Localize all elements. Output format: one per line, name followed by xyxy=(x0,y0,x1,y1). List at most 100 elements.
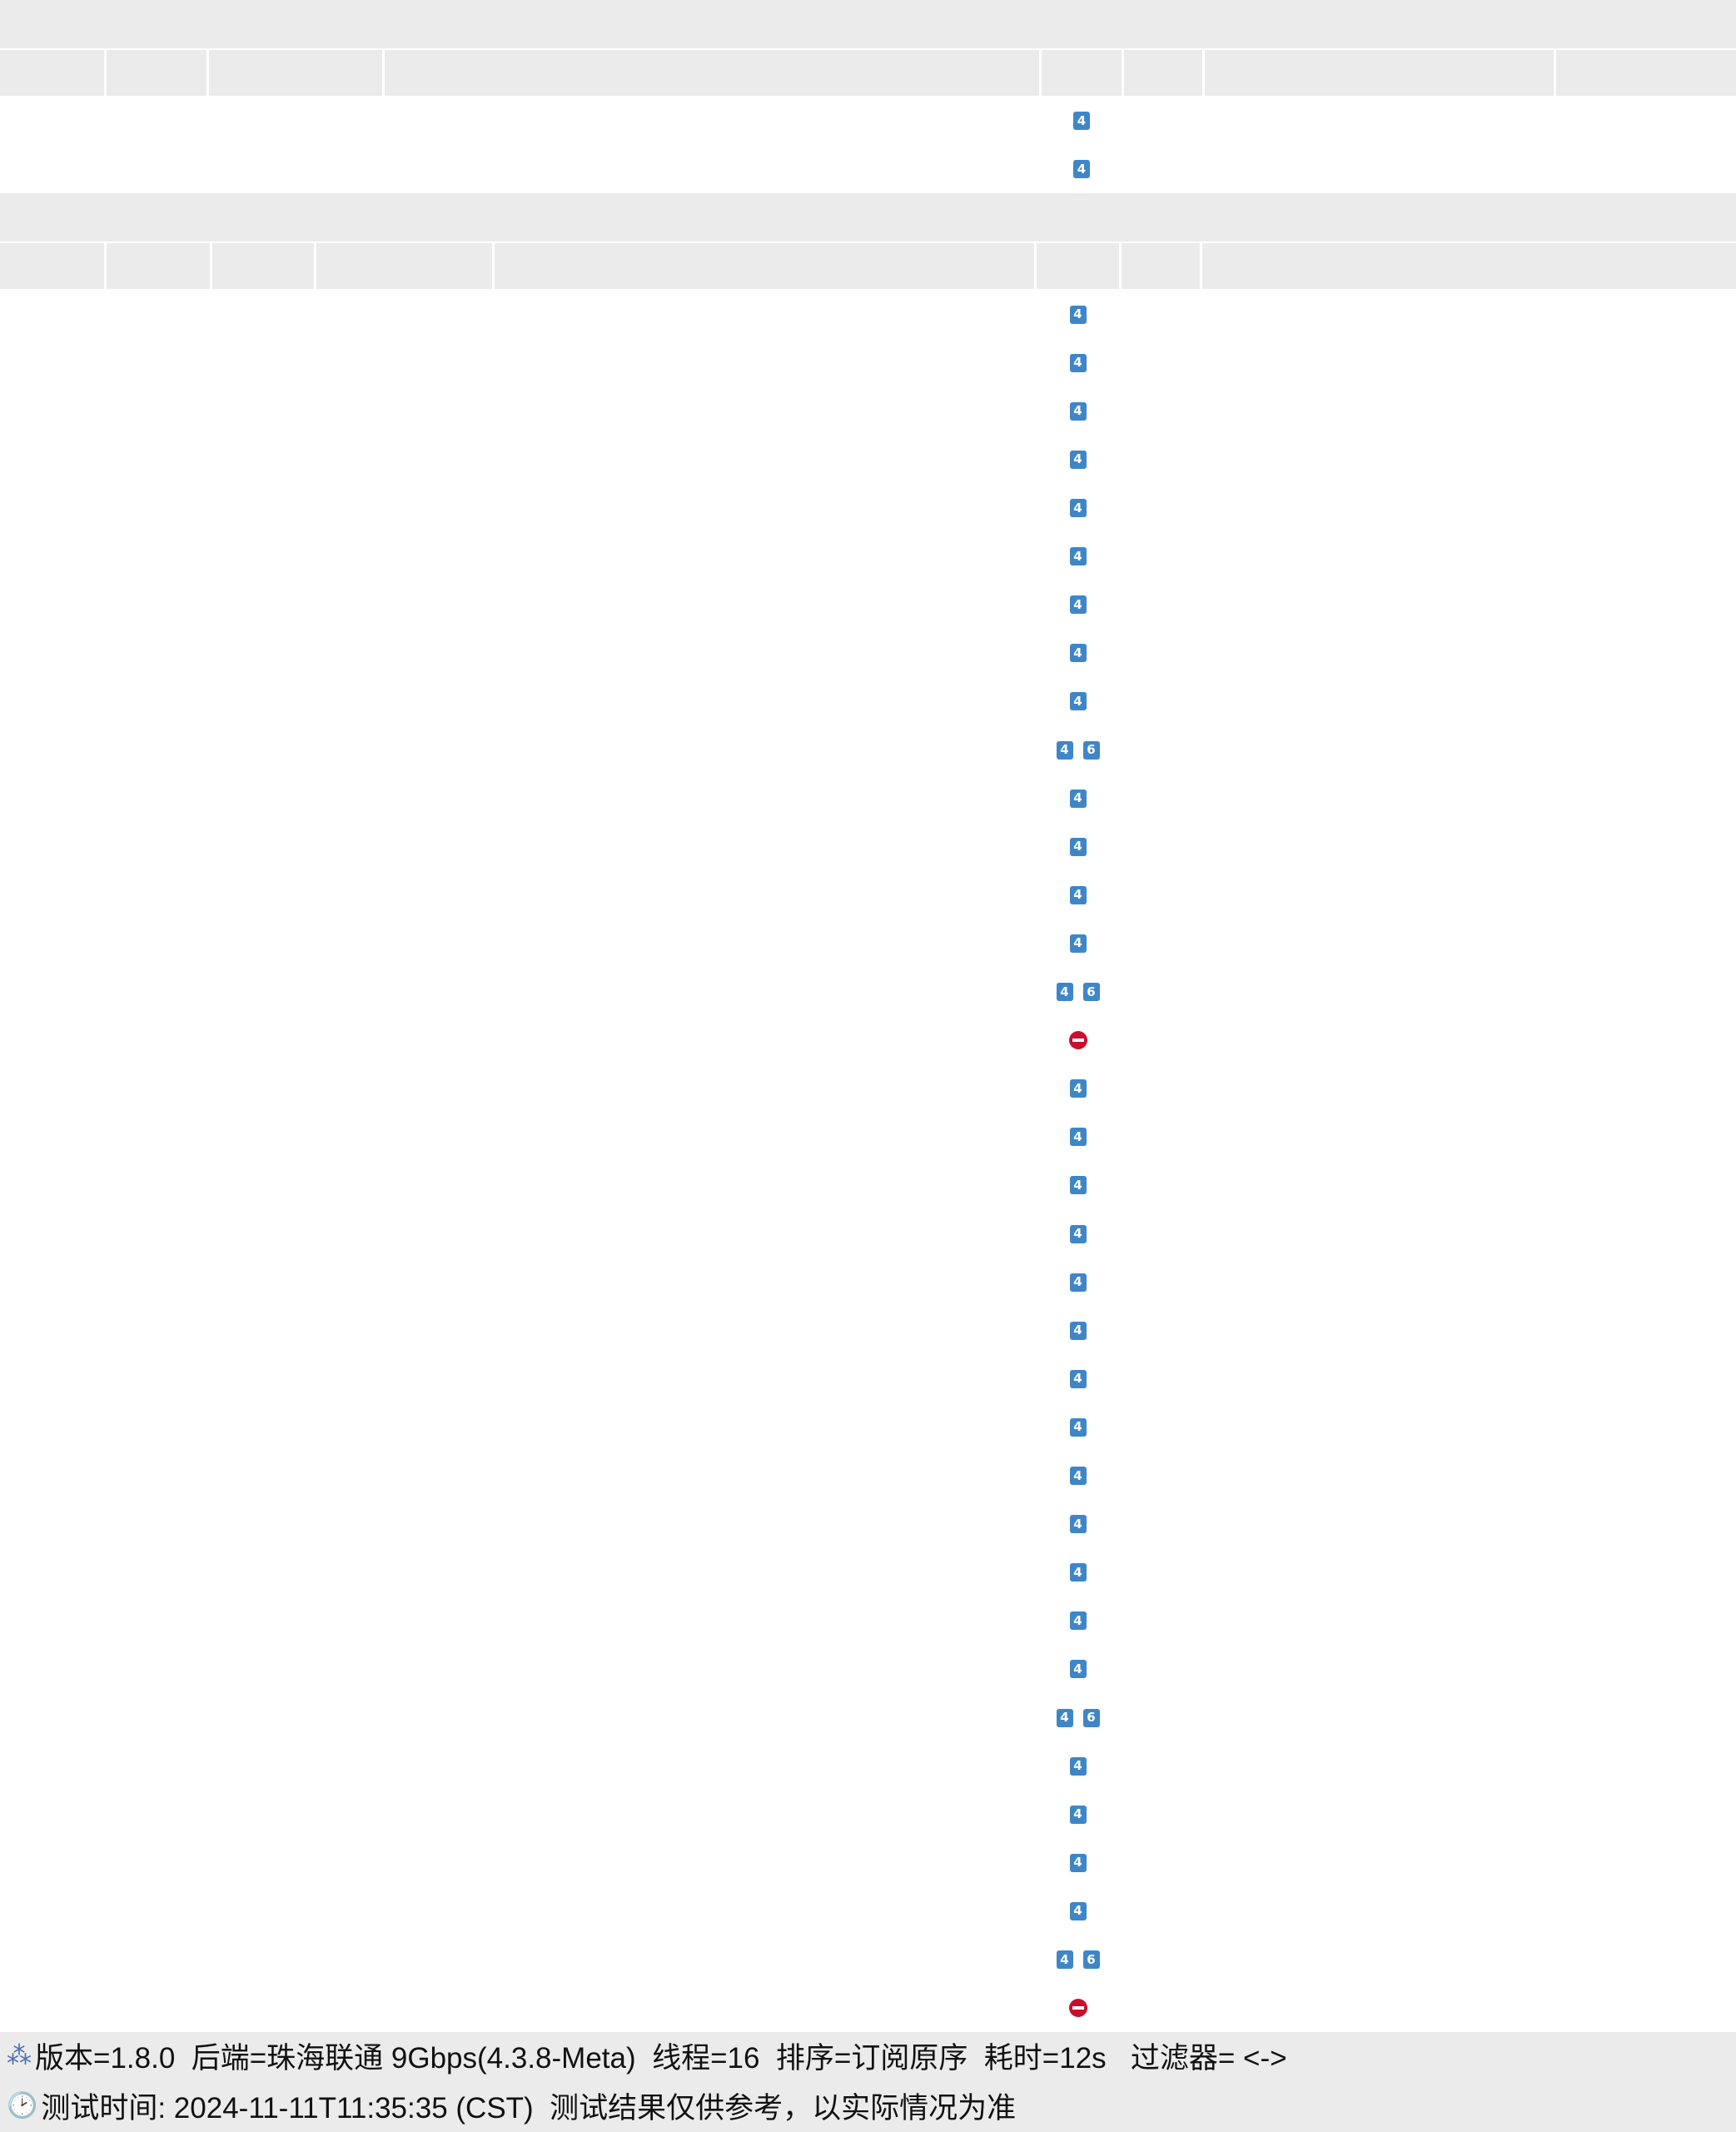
exit-index-cell xyxy=(0,1937,104,1983)
exit-node-name-cell xyxy=(1202,1259,1736,1305)
exit-cluster-cell xyxy=(1122,582,1200,628)
entry-stack-cell: 4 xyxy=(1042,98,1122,144)
entry-asn-cell xyxy=(209,147,382,192)
exit-region-cell xyxy=(212,1840,314,1934)
ipv4-badge-icon: 4 xyxy=(1069,1563,1087,1582)
exit-asn-cell xyxy=(316,291,492,337)
exit-stack-cell: 4 xyxy=(1037,1646,1119,1692)
exit-region-cell xyxy=(212,1646,314,1692)
exit-node-name-cell xyxy=(1202,1937,1736,1983)
exit-org-cell xyxy=(495,1598,1034,1983)
exit-org-cell xyxy=(495,1114,1034,1160)
exit-index-cell xyxy=(0,436,104,482)
exit-region-cell xyxy=(212,1163,314,1596)
exit-stack-cell: 4 xyxy=(1037,291,1119,337)
exit-index-cell xyxy=(0,1453,104,1499)
entry-header-index xyxy=(0,49,104,96)
exit-index-cell xyxy=(0,340,104,386)
footer-time-text: 测试时间: 2024-11-11T11:35:35 (CST) 测试结果仅供参考… xyxy=(41,2091,1017,2125)
exit-region-cell xyxy=(212,824,314,869)
exit-region-cell xyxy=(212,291,314,337)
exit-region-cell xyxy=(212,679,314,725)
exit-asn-cell xyxy=(316,1985,492,2031)
entry-org-cell xyxy=(385,98,1039,144)
exit-cluster-cell xyxy=(1122,1163,1200,1208)
no-stack-icon xyxy=(1068,1999,1087,2018)
exit-header-cluster xyxy=(1122,243,1200,290)
exit-cluster-cell xyxy=(1122,1743,1200,1789)
exit-node-name-cell xyxy=(1202,1743,1736,1789)
ipv4-badge-icon: 4 xyxy=(1069,1660,1087,1679)
exit-node-name-cell xyxy=(1202,388,1736,434)
exit-node-name-cell xyxy=(1202,1114,1736,1160)
exit-index-cell xyxy=(0,1985,104,2031)
exit-region-cell xyxy=(212,727,314,773)
exit-cluster-cell xyxy=(1122,340,1200,386)
exit-cluster-cell xyxy=(1122,1308,1200,1353)
exit-index-cell xyxy=(0,630,104,676)
exit-cluster-cell xyxy=(1122,436,1200,482)
exit-index-cell xyxy=(0,1743,104,1789)
exit-stack-cell: 4 xyxy=(1037,534,1119,580)
exit-stack-cell: 4 xyxy=(1037,1356,1119,1402)
entry-stack-cell: 4 xyxy=(1042,147,1122,192)
exit-index-cell xyxy=(0,1259,104,1305)
exit-index-cell xyxy=(0,486,104,531)
exit-index-cell xyxy=(0,1646,104,1692)
exit-index-cell xyxy=(0,1598,104,1644)
ipv4-badge-icon: 4 xyxy=(1069,1756,1087,1776)
exit-node-name-cell xyxy=(1202,1646,1736,1692)
ipv4-badge-icon: 4 xyxy=(1069,934,1087,953)
exit-index-cell xyxy=(0,534,104,580)
no-stack-icon xyxy=(1068,1031,1087,1050)
exit-section-title xyxy=(0,193,1736,242)
exit-cluster-cell xyxy=(1122,630,1200,676)
exit-cluster-cell xyxy=(1122,1791,1200,1837)
exit-stack-cell: 4 xyxy=(1037,1066,1119,1112)
exit-node-name-cell xyxy=(1202,1066,1736,1112)
exit-region-cell xyxy=(212,340,314,386)
exit-stack-cell: 4 xyxy=(1037,1550,1119,1596)
page-title xyxy=(0,0,1736,49)
entry-header-detail xyxy=(1205,49,1554,96)
exit-region-cell xyxy=(212,1066,314,1112)
exit-cluster-cell xyxy=(1122,1985,1200,2031)
exit-cluster-cell xyxy=(1122,1018,1200,1064)
exit-cluster-cell xyxy=(1122,1114,1200,1160)
footer-time-line: 🕑 测试时间: 2024-11-11T11:35:35 (CST) 测试结果仅供… xyxy=(0,2079,1736,2132)
exit-cluster-cell xyxy=(1122,1259,1200,1305)
exit-node-name-cell xyxy=(1202,340,1736,386)
exit-region-cell xyxy=(212,1743,314,1789)
exit-asn-cell xyxy=(316,1018,492,1064)
exit-node-name-cell xyxy=(1202,1550,1736,1596)
exit-cluster-cell xyxy=(1122,291,1200,337)
exit-cluster-cell xyxy=(1122,1598,1200,1644)
exit-node-name-cell xyxy=(1202,1888,1736,1934)
entry-region-cell xyxy=(107,98,206,144)
exit-cluster-cell xyxy=(1122,1066,1200,1112)
exit-asn-cell xyxy=(316,1066,492,1112)
ipv4-badge-icon: 4 xyxy=(1069,1611,1087,1631)
entry-exits-cell xyxy=(1556,147,1736,192)
exit-header-index xyxy=(0,243,104,290)
exit-region-cell xyxy=(212,969,314,1015)
exit-header-node xyxy=(1202,243,1736,290)
exit-stack-cell: 4 xyxy=(1037,679,1119,725)
exit-header-org xyxy=(495,243,1034,290)
ipv4-badge-icon: 4 xyxy=(1069,353,1087,372)
exit-stack-cell: 4 xyxy=(1037,1259,1119,1305)
exit-cluster-cell xyxy=(1122,1646,1200,1692)
ipv4-badge-icon: 4 xyxy=(1056,1708,1073,1727)
exit-org-cell xyxy=(495,1163,1034,1596)
ipv4-badge-icon: 4 xyxy=(1069,1273,1087,1292)
exit-stack-cell: 4 xyxy=(1037,1598,1119,1644)
ipv4-badge-icon: 4 xyxy=(1073,160,1090,179)
exit-node-name-cell xyxy=(1202,824,1736,869)
ipv4-badge-icon: 4 xyxy=(1069,499,1087,518)
exit-region-cell xyxy=(212,1695,314,1741)
exit-cluster-cell xyxy=(1122,1840,1200,1885)
exit-node-name-cell xyxy=(1202,1791,1736,1837)
exit-node-name-cell xyxy=(1202,582,1736,628)
exit-node-name-cell xyxy=(1202,436,1736,482)
